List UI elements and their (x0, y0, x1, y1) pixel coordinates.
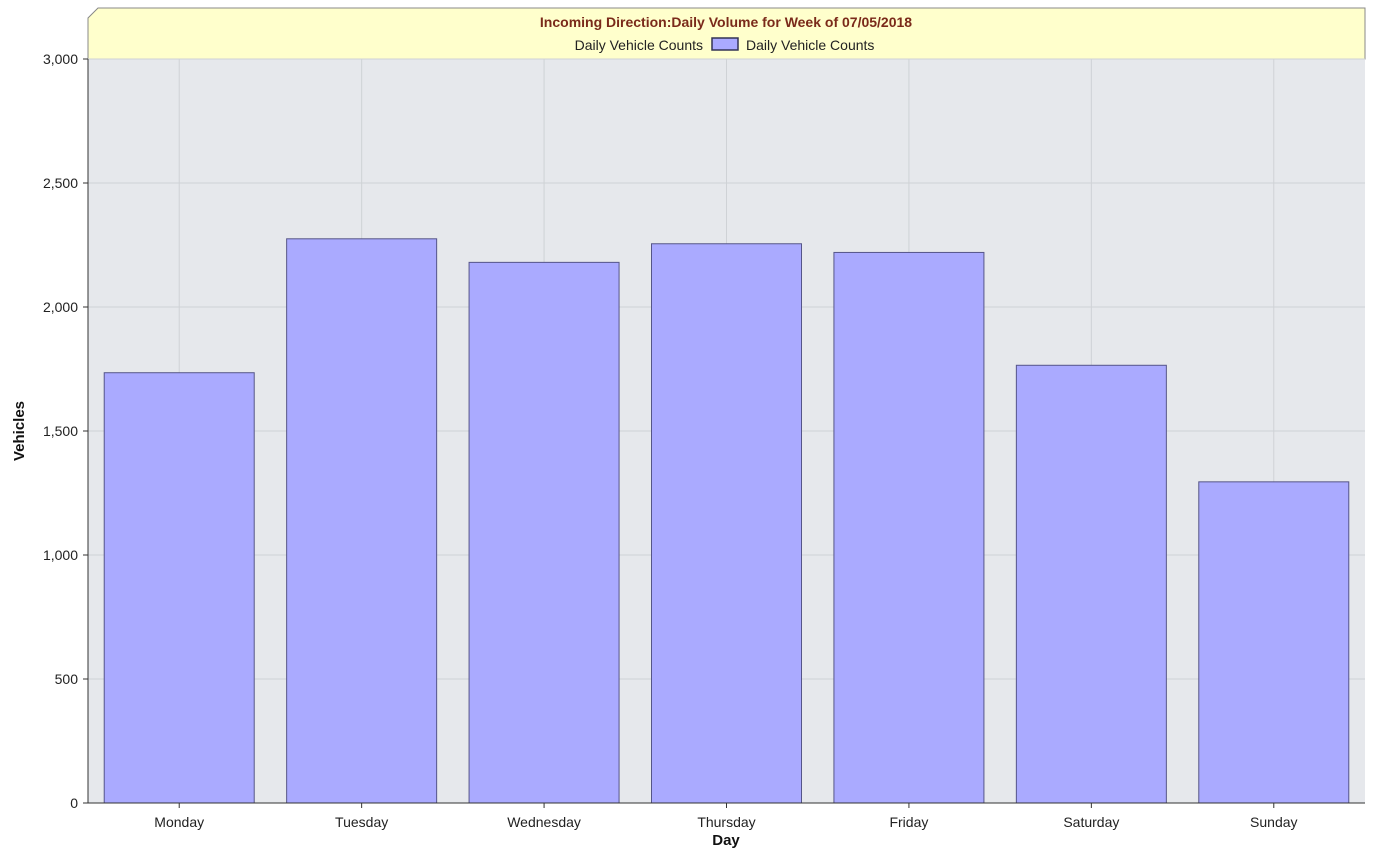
y-axis-ticks: 0 500 1,000 1,500 2,000 2,500 3,000 (43, 51, 88, 811)
bar-tuesday (286, 238, 438, 804)
y-tick-label: 3,000 (43, 51, 78, 67)
y-tick-label: 0 (70, 795, 78, 811)
x-tick-label: Monday (154, 814, 204, 830)
bar-monday (103, 372, 255, 804)
x-tick-label: Saturday (1063, 814, 1119, 830)
y-tick-label: 1,500 (43, 423, 78, 439)
legend-swatch (711, 37, 739, 51)
bar-saturday (1015, 364, 1167, 804)
y-tick-label: 500 (55, 671, 79, 687)
x-axis-ticks: Monday Tuesday Wednesday Thursday Friday Satu… (154, 803, 1298, 830)
x-tick-label: Thursday (697, 814, 755, 830)
y-tick-label: 1,000 (43, 547, 78, 563)
x-tick-label: Wednesday (507, 814, 581, 830)
x-tick-label: Tuesday (335, 814, 388, 830)
bar-thursday (651, 243, 802, 804)
legend-caption: Daily Vehicle Counts (575, 37, 703, 53)
bar-wednesday (468, 261, 620, 804)
legend-entry: Daily Vehicle Counts (746, 37, 874, 53)
y-axis-title: Vehicles (11, 401, 28, 461)
y-tick-label: 2,000 (43, 299, 78, 315)
bar-friday (833, 251, 985, 804)
x-tick-label: Friday (889, 814, 928, 830)
y-tick-label: 2,500 (43, 175, 78, 191)
bar-sunday (1198, 481, 1350, 804)
chart-title: Incoming Direction:Daily Volume for Week… (540, 14, 912, 30)
x-tick-label: Sunday (1250, 814, 1297, 830)
x-axis-title: Day (712, 832, 740, 849)
